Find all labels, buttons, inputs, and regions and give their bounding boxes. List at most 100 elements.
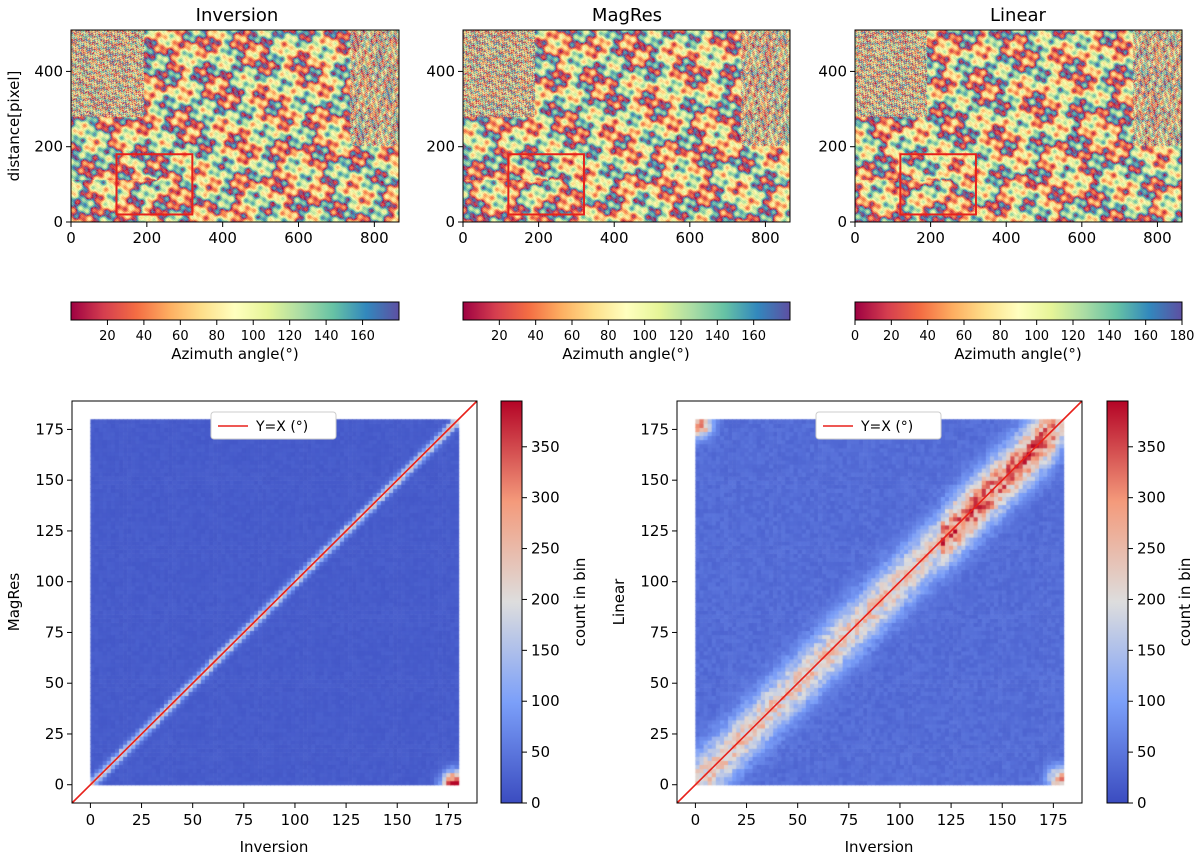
colorbar-tick-label: 80 xyxy=(209,329,226,344)
map-xtick-label: 0 xyxy=(850,229,860,247)
histogram-xtick-label: 75 xyxy=(234,811,253,829)
colorbar-azimuth-magres: 20 40 60 80 100 120 140 160 Azimuth angle(°) xyxy=(462,301,791,363)
colorbar-count-tick-label: 350 xyxy=(531,438,560,456)
colorbar-tick-label: 180 xyxy=(1170,329,1195,344)
map-ytick-label: 200 xyxy=(818,138,847,156)
legend-label: Y=X (°) xyxy=(860,419,913,435)
histogram-ytick-label: 0 xyxy=(659,776,669,794)
histogram-xtick-label: 100 xyxy=(281,811,310,829)
reference-line-y-equals-x xyxy=(71,400,478,804)
histogram-frame xyxy=(676,400,1083,804)
histogram-xtick-label: 0 xyxy=(86,811,96,829)
map-xtick-label: 200 xyxy=(916,229,945,247)
histogram-xtick-label: 75 xyxy=(839,811,858,829)
colorbar-count-tick-label: 250 xyxy=(1137,540,1166,558)
histogram-ytick-label: 75 xyxy=(650,623,669,641)
map-ytick-label: 0 xyxy=(53,213,63,231)
colorbar-count-tick-label: 300 xyxy=(1137,489,1166,507)
histogram-panel-magres: 0 25 50 75 100 125 150 175 0 25 50 75 100 125 150 175 Y… xyxy=(5,400,589,856)
map-xtick-label: 400 xyxy=(600,229,629,247)
colorbar-tick-label: 60 xyxy=(172,329,189,344)
map-ytick-label: 400 xyxy=(818,62,847,80)
colorbar-tick-label: 60 xyxy=(564,329,581,344)
colorbar-count-tick-label: 350 xyxy=(1137,438,1166,456)
colorbar-gradient xyxy=(462,301,791,321)
histogram-ytick-label: 25 xyxy=(45,725,64,743)
colorbar-tick-label: 140 xyxy=(705,329,730,344)
map-xtick-label: 600 xyxy=(676,229,705,247)
colorbar-tick-label: 140 xyxy=(1097,329,1122,344)
colorbar-tick-label: 80 xyxy=(600,329,617,344)
histogram-ytick-label: 100 xyxy=(640,573,669,591)
colorbar-tick-label: 100 xyxy=(241,329,266,344)
colorbar-tick-label: 120 xyxy=(669,329,694,344)
colorbar-tick-label: 40 xyxy=(527,329,544,344)
histogram-ytick-label: 150 xyxy=(640,471,669,489)
map-ytick-label: 0 xyxy=(445,213,455,231)
map-frame-inversion xyxy=(70,29,400,223)
colorbar-label: Azimuth angle(°) xyxy=(954,345,1081,363)
colorbar-count-tick-label: 150 xyxy=(531,641,560,659)
map-xtick-label: 600 xyxy=(1068,229,1097,247)
map-ytick-label: 200 xyxy=(34,138,63,156)
region-box-linear xyxy=(899,153,977,216)
colorbar-count-tick-label: 250 xyxy=(531,540,560,558)
colorbar-count-label: count in bin xyxy=(571,558,589,647)
histogram-ytick-label: 75 xyxy=(45,623,64,641)
colorbar-count-tick-label: 50 xyxy=(531,743,550,761)
histogram-xtick-label: 25 xyxy=(737,811,756,829)
histogram-xtick-label: 125 xyxy=(937,811,966,829)
map-panel-magres: MagRes 0 200 400 600 800 0 200 400 xyxy=(426,5,791,247)
histogram-ytick-label: 100 xyxy=(35,573,64,591)
map-xtick-label: 800 xyxy=(1143,229,1172,247)
map-ylabel: distance[pixel] xyxy=(5,71,23,182)
map-xtick-label: 400 xyxy=(992,229,1021,247)
map-title-linear: Linear xyxy=(990,5,1047,26)
map-xtick-label: 200 xyxy=(133,229,162,247)
legend-box xyxy=(815,411,942,440)
colorbar-azimuth-inversion: 20 40 60 80 100 120 140 160 Azimuth angle(°) xyxy=(70,301,400,363)
colorbar-count-gradient xyxy=(500,400,523,804)
colorbar-count-tick-label: 200 xyxy=(531,590,560,608)
colorbar-count-gradient xyxy=(1106,400,1129,804)
colorbar-count-tick-label: 0 xyxy=(531,794,541,812)
legend-label: Y=X (°) xyxy=(255,419,308,435)
colorbar-count-label: count in bin xyxy=(1176,558,1194,647)
histogram-xtick-label: 175 xyxy=(1039,811,1068,829)
region-box-inversion xyxy=(115,153,194,216)
azimuth-map-linear xyxy=(855,30,1182,222)
colorbar-count-tick-label: 300 xyxy=(531,489,560,507)
azimuth-map-magres xyxy=(463,30,790,222)
histogram-frame xyxy=(71,400,478,804)
colorbar-count-tick-label: 0 xyxy=(1137,794,1147,812)
colorbar-tick-label: 60 xyxy=(956,329,973,344)
histogram-xlabel: Inversion xyxy=(845,838,914,856)
histogram-ytick-label: 175 xyxy=(640,420,669,438)
map-ytick-label: 200 xyxy=(426,138,455,156)
histogram-ytick-label: 125 xyxy=(640,522,669,540)
legend: Y=X (°) xyxy=(210,411,337,440)
histogram-ytick-label: 50 xyxy=(45,674,64,692)
colorbar-label: Azimuth angle(°) xyxy=(562,345,689,363)
colorbar-gradient xyxy=(70,301,400,321)
colorbar-tick-label: 40 xyxy=(919,329,936,344)
histogram-xtick-label: 175 xyxy=(434,811,463,829)
region-box-magres xyxy=(507,153,585,216)
histogram-ylabel: Linear xyxy=(610,578,628,625)
map-xtick-label: 800 xyxy=(360,229,389,247)
map-panel-inversion: Inversion 0 200 400 600 800 0 200 400 distance[… xyxy=(5,5,400,247)
histogram-ytick-label: 175 xyxy=(35,420,64,438)
histogram-ytick-label: 50 xyxy=(650,674,669,692)
histogram-ylabel: MagRes xyxy=(5,573,23,632)
histogram-xtick-label: 50 xyxy=(788,811,807,829)
azimuth-map-inversion xyxy=(71,30,399,222)
colorbar-tick-label: 100 xyxy=(1024,329,1049,344)
map-title-magres: MagRes xyxy=(592,5,662,26)
colorbar-tick-label: 160 xyxy=(350,329,375,344)
map-xtick-label: 0 xyxy=(458,229,468,247)
colorbar-tick-label: 120 xyxy=(277,329,302,344)
histogram-ytick-label: 150 xyxy=(35,471,64,489)
colorbar-label: Azimuth angle(°) xyxy=(171,345,298,363)
histogram-xtick-label: 0 xyxy=(691,811,701,829)
